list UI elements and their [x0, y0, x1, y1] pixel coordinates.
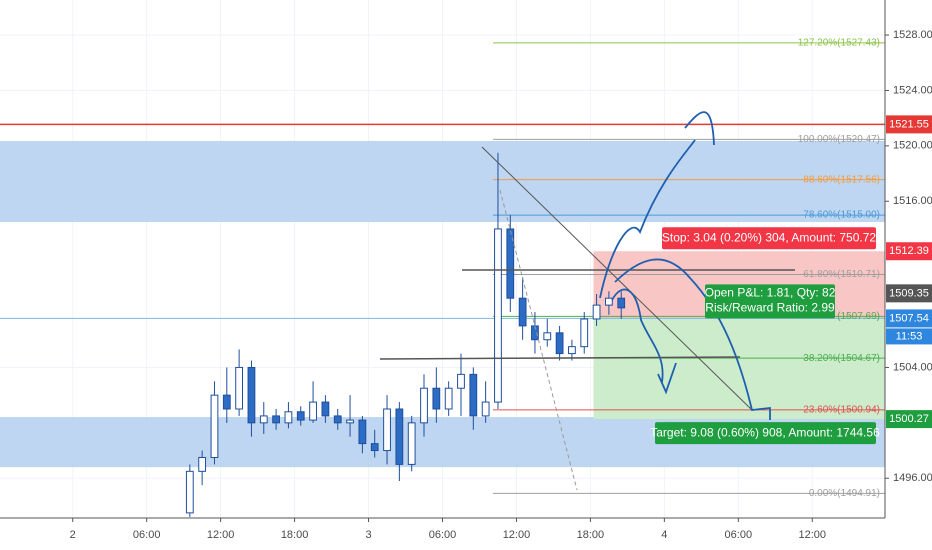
fib-label: 0.00%(1494.91)	[809, 488, 880, 499]
candle-body	[605, 297, 613, 306]
y-tick-label: 1528.00	[893, 29, 932, 41]
candle-body	[617, 297, 626, 309]
x-tick-label: 2	[70, 529, 76, 541]
x-tick-label: 18:00	[577, 529, 605, 541]
target-text: Target: 9.08 (0.60%) 908, Amount: 1744.5…	[650, 425, 880, 439]
y-tick-label: 1504.00	[893, 361, 932, 373]
candle-body	[543, 332, 552, 341]
price-label: 1512.39	[889, 245, 929, 257]
fib-label: 88.60%(1517.56)	[803, 174, 880, 185]
pnl-box	[705, 284, 835, 319]
fib-label: (1507.69)	[837, 311, 880, 322]
price-label: 1509.35	[889, 287, 929, 299]
y-tick-label: 1524.00	[893, 84, 932, 96]
candle-body	[444, 387, 453, 410]
y-tick-label: 1516.00	[893, 195, 932, 207]
price-label-box	[886, 410, 932, 429]
candle-body	[346, 419, 354, 424]
pnl-text: Open P&L: 1.81, Qty: 82	[705, 286, 836, 300]
candle-body	[555, 332, 564, 355]
x-tick-label: 18:00	[281, 529, 309, 541]
candle-body	[185, 470, 194, 514]
target-box	[655, 422, 876, 445]
candle-body	[383, 408, 391, 452]
x-tick-label: 06:00	[429, 529, 457, 541]
candle-body	[235, 366, 244, 410]
candle-body	[370, 443, 379, 452]
x-tick-label: 3	[365, 529, 371, 541]
candle-body	[284, 411, 293, 424]
candle-body	[272, 415, 280, 424]
fib-label: 78.60%(1515.00)	[803, 210, 880, 221]
candle-body	[518, 297, 527, 327]
rr-text: Risk/Reward Ratio: 2.99	[705, 301, 835, 315]
fib-label: 100.00%(1520.47)	[798, 134, 880, 145]
price-label-box	[886, 115, 932, 134]
trend-line	[379, 356, 741, 360]
candle-body	[457, 373, 465, 389]
under-layer	[0, 0, 885, 518]
stop-box	[662, 227, 876, 250]
candle-body	[469, 373, 478, 417]
zone	[0, 140, 885, 223]
y-tick-label: 1496.00	[893, 472, 932, 484]
x-tick-label: 06:00	[133, 529, 161, 541]
price-label-box	[886, 242, 932, 261]
x-tick-label: 12:00	[207, 529, 235, 541]
trend-line	[499, 189, 578, 491]
candle-body	[259, 415, 268, 424]
freehand-arrow	[611, 288, 677, 395]
price-label: 1521.55	[889, 118, 929, 130]
candle-body	[210, 394, 219, 458]
candle-body	[247, 366, 256, 424]
candle-body	[198, 456, 207, 472]
fib-label: 127.20%(1527.43)	[798, 38, 880, 49]
candle-body	[580, 318, 589, 348]
candle-body	[222, 394, 231, 410]
candle-body	[395, 408, 404, 465]
stop-text: Stop: 3.04 (0.20%) 304, Amount: 750.72	[662, 230, 876, 244]
x-tick-label: 4	[661, 529, 667, 541]
x-tick-label: 06:00	[725, 529, 753, 541]
x-tick-label: 12:00	[799, 529, 827, 541]
candle-body	[309, 401, 317, 421]
candle-body	[358, 419, 367, 445]
drawings	[379, 111, 795, 491]
target-zone	[593, 318, 885, 420]
candle-body	[494, 228, 502, 403]
candle-body	[407, 422, 416, 465]
price-label: 1507.54	[889, 312, 929, 324]
fib-label: 23.60%(1500.94)	[803, 404, 880, 415]
countdown: 11:53	[896, 330, 923, 342]
y-tick-label: 1520.00	[893, 140, 932, 152]
candle-body	[481, 401, 490, 417]
fib-label: 38.20%(1504.67)	[803, 353, 880, 364]
freehand-arrow	[614, 258, 771, 420]
price-label: 1500.27	[889, 413, 929, 425]
trend-line	[481, 146, 753, 411]
candle-body	[321, 401, 330, 417]
candle-body	[506, 228, 515, 299]
price-label-box	[886, 284, 932, 303]
candle-body	[333, 415, 342, 424]
countdown-box	[886, 328, 932, 345]
fib-label: 61.80%(1510.71)	[803, 269, 880, 280]
candle-body	[432, 387, 441, 410]
candle-body	[296, 411, 305, 421]
price-label-box	[886, 309, 932, 328]
freehand-arrow	[599, 111, 715, 299]
candle-body	[420, 387, 428, 424]
candle-body	[568, 346, 576, 355]
mid-layer: 127.20%(1527.43) 100.00%(1520.47) 88.60%(1…	[185, 38, 880, 518]
x-tick-label: 12:00	[503, 529, 531, 541]
candle-body	[592, 304, 601, 320]
